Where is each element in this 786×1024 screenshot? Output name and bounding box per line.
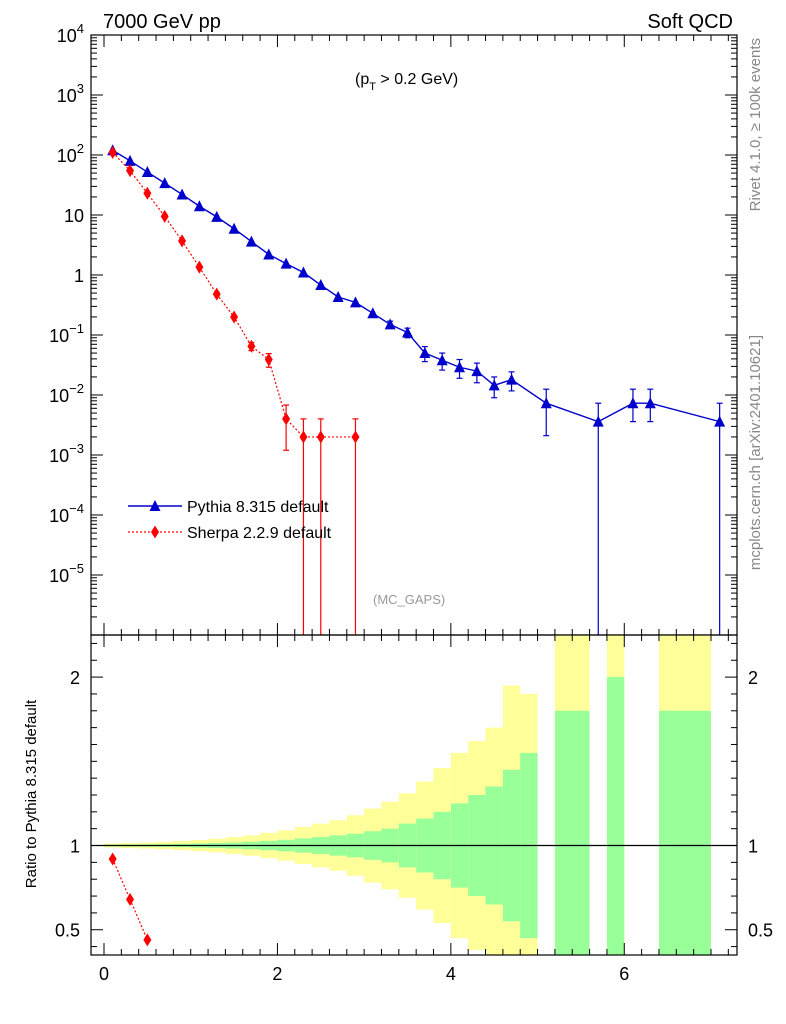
- ratio-y-tick-label-left: 0.5: [55, 921, 80, 941]
- pythia-point: [367, 307, 379, 319]
- ratio-stat-band: [658, 710, 711, 955]
- pythia-point: [176, 188, 188, 200]
- sherpa-point: [247, 339, 256, 353]
- side-rivet-label: Rivet 4.1.0, ≥ 100k events: [747, 38, 764, 211]
- pythia-point: [471, 365, 483, 377]
- pt-annotation-subscript: T: [369, 81, 376, 93]
- legend-label-sherpa: Sherpa 2.2.9 default: [187, 525, 332, 542]
- main-y-tick-label: 10−2: [49, 381, 84, 406]
- x-tick-label: 0: [99, 964, 109, 984]
- sherpa-point: [160, 209, 169, 223]
- pythia-point: [454, 361, 466, 373]
- main-y-tick-label: 10−1: [49, 321, 84, 346]
- sherpa-point: [351, 430, 360, 444]
- pythia-point: [228, 222, 240, 234]
- pythia-point: [627, 397, 639, 409]
- main-y-tick-label: 102: [57, 141, 84, 166]
- sherpa-point: [143, 186, 152, 200]
- ratio-sherpa-point: [143, 933, 152, 947]
- ratio-sherpa-point: [126, 892, 135, 906]
- ratio-y-tick-label-right: 1: [748, 837, 758, 857]
- ratio-y-tick-label-left: 2: [70, 668, 80, 688]
- header-right: Soft QCD: [647, 11, 733, 33]
- main-y-tick-label: 104: [57, 21, 84, 46]
- sherpa-point: [230, 310, 239, 324]
- ratio-panel: 0 2 4 6 0.5 0.5 1 1 2 2: [55, 634, 773, 984]
- main-y-tick-label: 10−3: [49, 441, 84, 466]
- x-tick-label: 2: [272, 964, 282, 984]
- main-y-tick-label: 1: [74, 266, 84, 286]
- pythia-point: [349, 296, 361, 308]
- sherpa-point: [212, 287, 221, 301]
- pythia-point: [592, 415, 604, 427]
- pythia-point: [401, 326, 413, 338]
- pythia-point: [297, 266, 309, 278]
- legend-marker-pythia: [149, 500, 161, 511]
- main-y-tick-label: 10−4: [49, 501, 84, 526]
- legend-marker-sherpa: [151, 525, 159, 539]
- main-y-tick-label: 10: [64, 206, 84, 226]
- ratio-y-tick-label-right: 0.5: [748, 921, 773, 941]
- pythia-point: [506, 373, 518, 385]
- sherpa-point: [126, 164, 135, 178]
- pythia-point: [315, 279, 327, 291]
- pythia-point: [488, 379, 500, 391]
- pt-annotation: (pT > 0.2 GeV): [355, 71, 458, 93]
- sherpa-point: [316, 430, 325, 444]
- pythia-point: [644, 397, 656, 409]
- x-tick-label: 6: [619, 964, 629, 984]
- legend-label-pythia: Pythia 8.315 default: [187, 499, 329, 516]
- sherpa-point: [264, 353, 273, 367]
- pythia-point: [714, 415, 726, 427]
- x-tick-label: 4: [446, 964, 456, 984]
- pythia-point: [384, 318, 396, 330]
- ratio-y-tick-label-right: 2: [748, 668, 758, 688]
- ratio-y-tick-label-left: 1: [70, 837, 80, 857]
- ratio-ylabel: Ratio to Pythia 8.315 default: [23, 699, 40, 888]
- sherpa-point: [178, 234, 187, 248]
- pythia-point: [245, 235, 257, 247]
- main-y-tick-label: 10−5: [49, 561, 84, 586]
- pythia-point: [124, 154, 136, 166]
- pythia-line: [112, 149, 720, 423]
- ratio-sherpa-line: [112, 858, 148, 941]
- pythia-point: [419, 347, 431, 359]
- pythia-point: [263, 248, 275, 260]
- ratio-sherpa-point: [108, 852, 117, 866]
- pythia-point: [141, 166, 153, 178]
- pythia-point: [332, 290, 344, 302]
- main-y-tick-label: 103: [57, 81, 84, 106]
- legend: Pythia 8.315 default Sherpa 2.2.9 defaul…: [128, 499, 332, 542]
- header-left: 7000 GeV pp: [103, 11, 221, 33]
- sherpa-point: [282, 412, 291, 426]
- ratio-stat-band: [554, 710, 590, 955]
- pythia-point: [540, 397, 552, 409]
- sherpa-point: [195, 260, 204, 274]
- sherpa-point: [108, 146, 117, 160]
- pythia-point: [193, 200, 205, 212]
- pythia-point: [280, 257, 292, 269]
- side-source-label: mcplots.cern.ch [arXiv:2401.10621]: [747, 335, 764, 570]
- sherpa-point: [299, 430, 308, 444]
- pythia-point: [211, 210, 223, 222]
- main-frame: [90, 34, 738, 636]
- ratio-stat-band: [606, 677, 625, 955]
- pythia-point: [159, 177, 171, 189]
- pythia-point: [436, 354, 448, 366]
- analysis-tag: (MC_GAPS): [373, 592, 445, 607]
